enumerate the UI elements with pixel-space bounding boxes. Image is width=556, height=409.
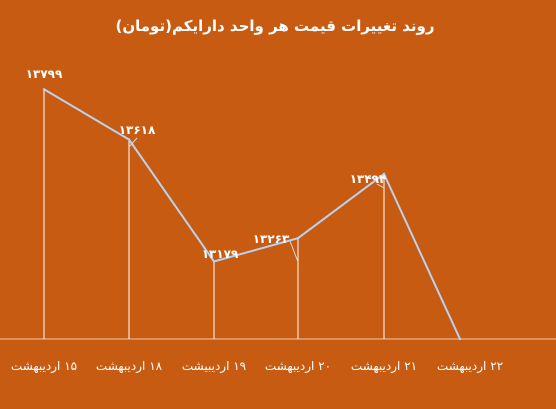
value-label-4: ۱۳۴۹۴ bbox=[350, 172, 387, 186]
x-tick-label-4: ۲۱ اردیبهشت bbox=[351, 359, 417, 374]
leader-lines bbox=[128, 137, 385, 263]
value-label-3: ۱۳۲۶۳ bbox=[253, 232, 290, 246]
x-tick-label-0: ۱۵ اردیبهشت bbox=[11, 359, 77, 374]
x-tick-label-1: ۱۸ اردیبهشت bbox=[96, 359, 163, 374]
x-axis-tick-labels: ۱۵ اردیبهشت ۱۸ اردیبهشت ۱۹ اردیبیشت ۲۰ اردی… bbox=[11, 359, 503, 374]
series-line bbox=[43, 88, 461, 340]
leader-line-1 bbox=[128, 137, 138, 148]
x-tick-label-2: ۱۹ اردیبیشت bbox=[182, 359, 246, 374]
value-label-1: ۱۳۶۱۸ bbox=[119, 123, 156, 137]
value-label-2: ۱۳۱۷۹ bbox=[202, 247, 239, 261]
x-tick-label-5: ۲۲ اردیبهشت bbox=[437, 359, 503, 374]
value-labels: ۱۳۷۹۹ ۱۳۶۱۸ ۱۳۱۷۹ ۱۳۲۶۳ ۱۳۴۹۴ bbox=[26, 67, 387, 261]
chart-title: روند تغییرات قیمت هر واحد دارایکم(تومان) bbox=[115, 17, 434, 35]
x-tick-label-3: ۲۰ اردیبهشت bbox=[265, 359, 331, 374]
leader-line-4 bbox=[376, 183, 385, 189]
value-label-0: ۱۳۷۹۹ bbox=[26, 67, 63, 81]
leader-line-3 bbox=[289, 240, 299, 263]
